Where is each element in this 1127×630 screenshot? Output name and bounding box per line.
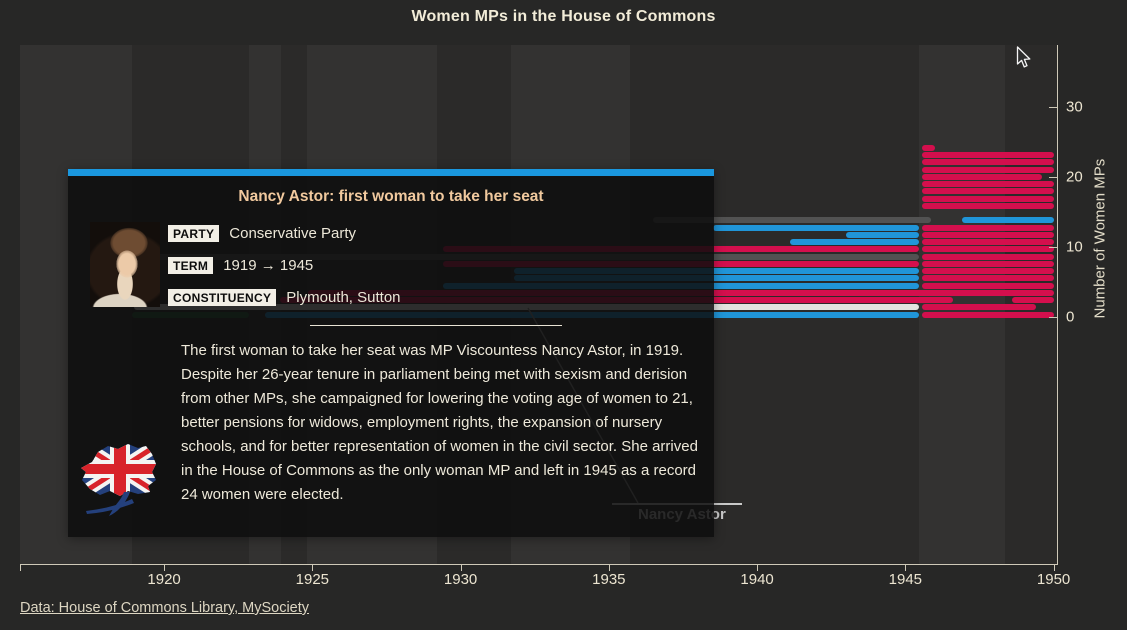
y-axis-tick-label: 20 [1066,168,1083,186]
mp-term-bar[interactable] [921,144,935,151]
data-source-link[interactable]: Data: House of Commons Library, MySociet… [20,600,310,616]
party-value: Conservative Party [229,225,356,243]
x-axis-tick [1053,565,1055,571]
tooltip-accent-bar [68,169,714,176]
mp-term-bar[interactable] [1012,297,1054,303]
mp-term-bar[interactable] [712,224,919,231]
x-axis-tick-label: 1930 [443,571,478,588]
y-axis-tick-label: 10 [1066,238,1083,256]
constituency-badge: CONSTITUENCY [168,289,277,307]
mp-term-bar[interactable] [921,195,1054,202]
tooltip-title: Nancy Astor: first woman to take her sea… [238,188,544,205]
mp-term-bar[interactable] [789,239,919,245]
term-value: 1919 → 1945 [223,257,314,275]
y-axis-tick [1049,107,1057,108]
x-axis-line [20,564,1058,565]
mp-term-bar[interactable] [921,173,1042,180]
x-axis-tick [905,565,907,571]
mp-term-bar[interactable] [921,181,1054,187]
mp-detail-tooltip: Nancy Astor: first woman to take her sea… [68,169,714,537]
constituency-value: Plymouth, Sutton [286,289,401,307]
mp-term-bar[interactable] [921,253,1054,260]
y-axis-tick-label: 30 [1066,98,1083,116]
x-axis-tick [608,565,610,571]
mp-term-bar[interactable] [921,239,1054,245]
x-axis-tick-label: 1925 [295,571,330,588]
page-title: Women MPs in the House of Commons [411,8,716,25]
tooltip-description: The first woman to take her seat was MP … [181,342,698,503]
x-axis-tick-label: 1940 [740,571,774,588]
mp-term-bar[interactable] [921,275,1054,282]
y-axis-title-text: Number of Women MPs [1091,158,1109,319]
conservative-party-logo-icon [81,444,156,516]
mp-term-bar[interactable] [921,224,1054,231]
x-axis-tick-label: 1945 [888,571,923,588]
x-axis-tick [312,565,314,571]
x-axis-edge-tick [20,565,21,571]
term-field: TERM 1919 → 1945 [168,257,313,279]
term-badge: TERM [168,257,214,275]
mp-term-bar[interactable] [921,159,1054,166]
mp-term-bar[interactable] [921,246,1054,253]
y-axis-tick [1049,247,1057,248]
mp-term-bar[interactable] [513,275,919,282]
party-badge: PARTY [168,225,220,243]
constituency-field: CONSTITUENCY Plymouth, Sutton [168,289,401,311]
x-axis-tick-label: 1950 [1036,571,1071,588]
mp-term-bar[interactable] [921,166,1054,173]
mp-term-bar[interactable] [921,268,1054,274]
mp-term-bar[interactable] [921,260,1054,267]
y-axis-line [1057,45,1058,565]
x-axis-tick [757,565,759,571]
mp-term-bar[interactable] [921,304,1036,311]
x-axis-tick [164,565,166,571]
mp-term-bar[interactable] [921,152,1054,158]
mp-term-bar[interactable] [846,231,919,238]
x-axis-tick-label: 1935 [592,571,626,588]
mp-term-bar[interactable] [513,268,919,274]
mp-term-bar[interactable] [921,231,1054,238]
tooltip-divider [310,325,562,326]
y-axis-title: Number of Women MPs [968,159,1127,319]
mp-term-bar[interactable] [653,217,931,224]
x-axis-tick [460,565,462,571]
mp-term-bar[interactable] [961,217,1054,224]
mp-term-bar[interactable] [921,282,1054,289]
x-axis-tick-label: 1920 [147,571,181,588]
y-axis-tick-label: 0 [1066,308,1075,326]
nancy-astor-portrait [90,222,160,307]
party-field: PARTY Conservative Party [168,225,356,247]
y-axis-tick [1049,177,1057,178]
mp-term-bar[interactable] [921,188,1054,195]
y-axis-tick [1049,317,1057,318]
mp-term-bar[interactable] [921,311,1054,318]
mp-term-bar[interactable] [921,202,1054,209]
